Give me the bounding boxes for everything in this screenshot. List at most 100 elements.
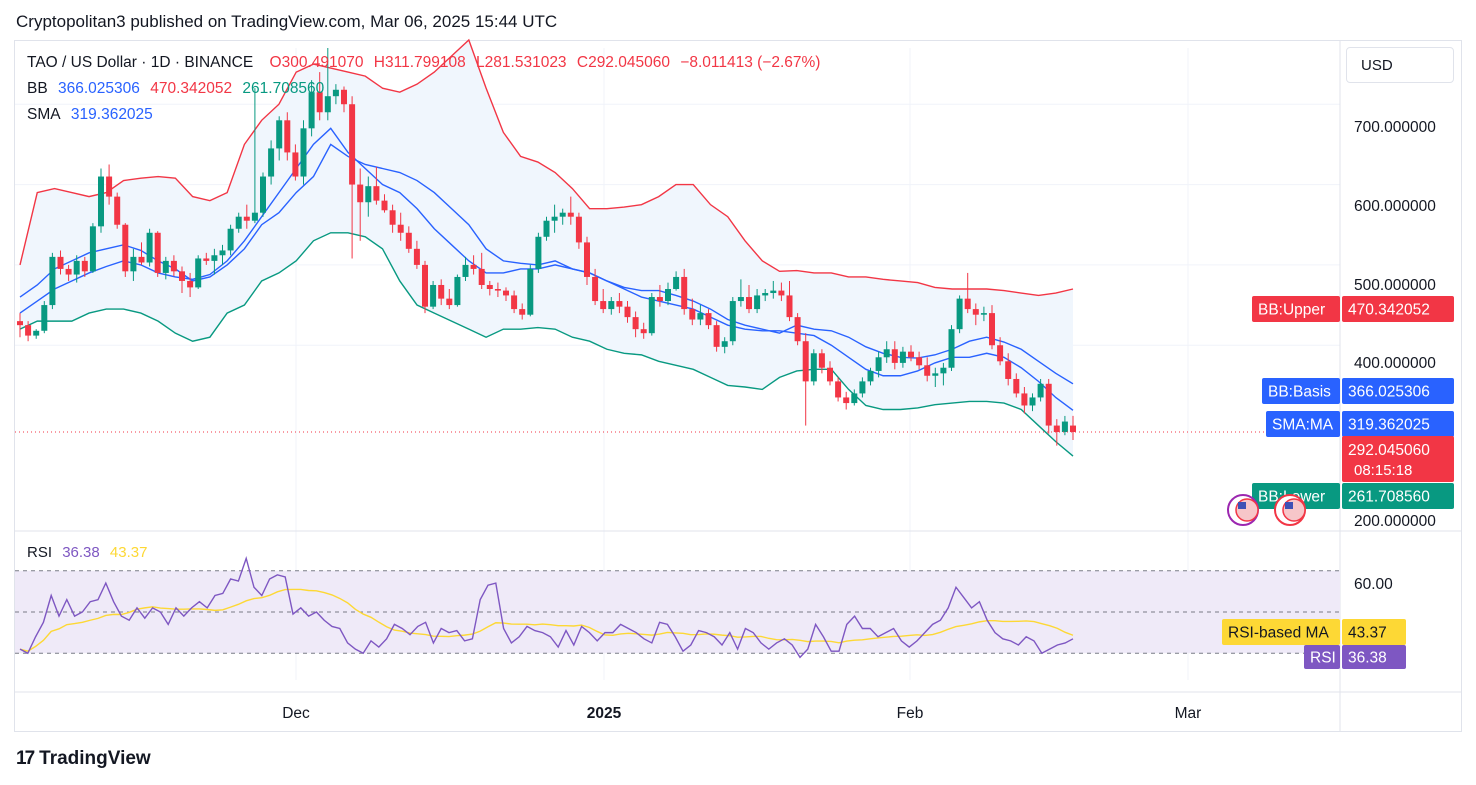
candle[interactable] xyxy=(243,204,250,229)
candle[interactable] xyxy=(867,367,874,386)
candle[interactable] xyxy=(219,244,226,265)
candle[interactable] xyxy=(494,282,501,298)
candle[interactable] xyxy=(600,289,607,314)
candle[interactable] xyxy=(284,112,291,161)
us-economic-event-icon[interactable] xyxy=(1227,494,1259,526)
candle[interactable] xyxy=(681,268,688,315)
candle[interactable] xyxy=(503,287,509,302)
candle[interactable] xyxy=(770,280,777,299)
candle[interactable] xyxy=(891,341,898,370)
candle[interactable] xyxy=(851,389,858,406)
candle[interactable] xyxy=(632,311,639,338)
candle[interactable] xyxy=(656,284,663,307)
candle[interactable] xyxy=(665,282,671,306)
candle[interactable] xyxy=(446,289,453,310)
candle[interactable] xyxy=(697,305,704,326)
candle[interactable] xyxy=(170,255,177,277)
candle[interactable] xyxy=(818,349,825,374)
candle[interactable] xyxy=(964,272,971,314)
candle[interactable] xyxy=(762,289,769,302)
candle[interactable] xyxy=(794,313,801,346)
candle[interactable] xyxy=(746,284,752,314)
candle[interactable] xyxy=(422,260,428,314)
candle[interactable] xyxy=(89,223,96,273)
candle[interactable] xyxy=(430,280,437,310)
candle[interactable] xyxy=(972,303,979,326)
candle[interactable] xyxy=(154,231,161,277)
candle[interactable] xyxy=(908,345,914,362)
candle[interactable] xyxy=(754,289,761,314)
candle[interactable] xyxy=(195,255,202,289)
candle[interactable] xyxy=(1037,378,1044,402)
candle[interactable] xyxy=(260,172,266,217)
candle[interactable] xyxy=(1029,393,1036,412)
bb-legend[interactable]: BB 366.025306 470.342052 261.708560 xyxy=(27,80,330,98)
candle[interactable] xyxy=(17,313,23,338)
candle[interactable] xyxy=(332,84,339,105)
candle[interactable] xyxy=(640,322,647,339)
candle[interactable] xyxy=(705,309,712,330)
candle[interactable] xyxy=(1021,387,1028,414)
candle[interactable] xyxy=(308,80,315,137)
candle[interactable] xyxy=(827,361,833,386)
candle[interactable] xyxy=(454,274,461,307)
candle[interactable] xyxy=(73,255,80,283)
symbol-legend[interactable]: TAO / US Dollar · 1D · BINANCE O300.4910… xyxy=(27,54,826,72)
candle[interactable] xyxy=(592,268,599,306)
candle[interactable] xyxy=(381,194,388,213)
candle[interactable] xyxy=(713,321,720,352)
candle[interactable] xyxy=(648,293,655,336)
candle[interactable] xyxy=(1045,378,1052,434)
candle[interactable] xyxy=(932,367,939,388)
candle[interactable] xyxy=(551,204,558,233)
candle[interactable] xyxy=(1013,373,1020,398)
candle[interactable] xyxy=(211,248,218,275)
candle[interactable] xyxy=(859,377,866,398)
candle[interactable] xyxy=(1070,415,1076,441)
candle[interactable] xyxy=(916,351,923,370)
candle[interactable] xyxy=(349,96,356,259)
candle[interactable] xyxy=(251,88,258,224)
candle[interactable] xyxy=(543,216,550,241)
candle[interactable] xyxy=(357,168,364,241)
candle[interactable] xyxy=(373,166,380,205)
candle[interactable] xyxy=(810,349,817,386)
candle[interactable] xyxy=(616,293,623,314)
candle[interactable] xyxy=(138,242,145,265)
candle[interactable] xyxy=(584,236,590,285)
candle[interactable] xyxy=(883,341,890,363)
candle[interactable] xyxy=(956,295,963,334)
candle[interactable] xyxy=(940,362,947,386)
candle[interactable] xyxy=(1005,353,1012,386)
candle[interactable] xyxy=(843,391,850,410)
candle[interactable] xyxy=(624,301,631,323)
us-economic-event-icon[interactable] xyxy=(1274,494,1306,526)
candle[interactable] xyxy=(235,212,242,233)
candle[interactable] xyxy=(721,337,728,354)
candle[interactable] xyxy=(527,264,534,317)
candle[interactable] xyxy=(227,224,234,256)
candle[interactable] xyxy=(1061,415,1068,436)
candle[interactable] xyxy=(989,305,995,350)
candle[interactable] xyxy=(519,303,526,320)
candle[interactable] xyxy=(268,140,275,185)
candle[interactable] xyxy=(478,252,485,289)
chart-frame[interactable] xyxy=(14,40,1462,732)
candle[interactable] xyxy=(292,144,299,181)
candle[interactable] xyxy=(997,337,1004,366)
candle[interactable] xyxy=(300,120,307,185)
candle[interactable] xyxy=(49,252,56,310)
candle[interactable] xyxy=(122,223,129,277)
candle[interactable] xyxy=(1053,419,1060,446)
candle[interactable] xyxy=(835,377,842,402)
candle[interactable] xyxy=(65,264,72,281)
candle[interactable] xyxy=(25,321,32,342)
candle[interactable] xyxy=(470,255,477,275)
candle[interactable] xyxy=(729,297,736,346)
candle[interactable] xyxy=(162,256,169,280)
candle[interactable] xyxy=(324,48,331,121)
candle[interactable] xyxy=(41,301,48,334)
candle[interactable] xyxy=(924,357,931,382)
candle[interactable] xyxy=(106,164,113,205)
